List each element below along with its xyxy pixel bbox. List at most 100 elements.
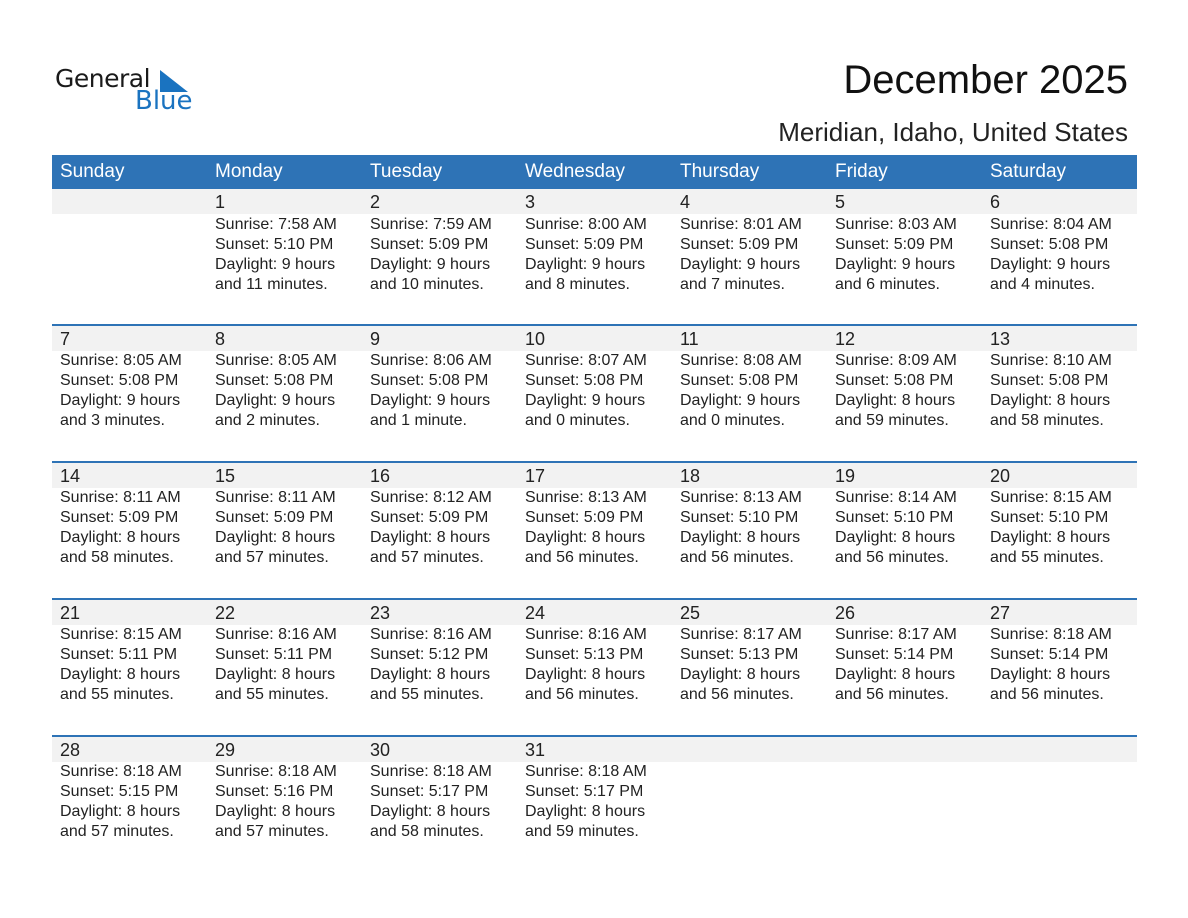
sunrise-text: Sunrise: 8:06 AM [370, 352, 492, 369]
sunset-text: Sunset: 5:09 PM [680, 236, 799, 253]
day-number: 12 [835, 329, 856, 349]
weekday-friday: Friday [835, 161, 888, 182]
sunrise-text: Sunrise: 8:13 AM [525, 489, 647, 506]
sunset-text: Sunset: 5:10 PM [680, 509, 799, 526]
sunrise-text: Sunrise: 8:10 AM [990, 352, 1112, 369]
daylight-text: Daylight: 9 hours [215, 256, 336, 273]
day-cell: 3 Sunrise: 8:00 AM Sunset: 5:09 PM Daylight… [517, 189, 672, 295]
sunset-text: Sunset: 5:09 PM [215, 509, 334, 526]
daylight-text: Daylight: 9 hours [370, 256, 491, 273]
sunrise-text: Sunrise: 8:15 AM [990, 489, 1112, 506]
daylight-text: Daylight: 9 hours [835, 256, 956, 273]
date-band [52, 600, 1137, 625]
sunset-text: Sunset: 5:13 PM [525, 646, 644, 663]
day-number: 19 [835, 466, 856, 486]
sunset-text: Sunset: 5:13 PM [680, 646, 799, 663]
daylight-minutes-text: and 57 minutes. [60, 823, 174, 840]
day-cell: 11 Sunrise: 8:08 AM Sunset: 5:08 PM Dayligh… [672, 326, 827, 431]
logo-text-general: General [55, 64, 151, 93]
sunrise-text: Sunrise: 8:18 AM [370, 763, 492, 780]
daylight-text: Daylight: 9 hours [680, 256, 801, 273]
weekday-sunday: Sunday [60, 161, 125, 182]
daylight-text: Daylight: 8 hours [835, 392, 956, 409]
day-number: 10 [525, 329, 546, 349]
day-cell: 4 Sunrise: 8:01 AM Sunset: 5:09 PM Daylight… [672, 189, 827, 295]
weekday-tuesday: Tuesday [370, 161, 443, 182]
daylight-text: Daylight: 8 hours [990, 529, 1111, 546]
day-number: 15 [215, 466, 236, 486]
date-band [52, 463, 1137, 488]
daylight-text: Daylight: 9 hours [680, 392, 801, 409]
day-cell: 6 Sunrise: 8:04 AM Sunset: 5:08 PM Daylight… [982, 189, 1137, 295]
page-title: December 2025 [843, 58, 1128, 102]
daylight-minutes-text: and 10 minutes. [370, 276, 484, 293]
day-number: 1 [215, 192, 226, 212]
daylight-minutes-text: and 8 minutes. [525, 276, 630, 293]
daylight-minutes-text: and 58 minutes. [990, 412, 1104, 429]
logo-text-blue: Blue [135, 86, 193, 116]
sunrise-text: Sunrise: 8:18 AM [990, 626, 1112, 643]
day-number: 18 [680, 466, 701, 486]
daylight-minutes-text: and 55 minutes. [990, 549, 1104, 566]
day-number: 4 [680, 192, 691, 212]
day-number: 25 [680, 603, 701, 623]
calendar-week: 21 Sunrise: 8:15 AM Sunset: 5:11 PM Dayligh… [52, 598, 1137, 735]
day-cell: 9 Sunrise: 8:06 AM Sunset: 5:08 PM Daylight… [362, 326, 517, 431]
daylight-text: Daylight: 9 hours [525, 256, 646, 273]
day-number: 23 [370, 603, 391, 623]
daylight-minutes-text: and 56 minutes. [835, 686, 949, 703]
sunrise-text: Sunrise: 8:16 AM [525, 626, 647, 643]
day-number: 8 [215, 329, 226, 349]
daylight-text: Daylight: 8 hours [215, 529, 336, 546]
daylight-text: Daylight: 9 hours [990, 256, 1111, 273]
empty-day-cell [982, 737, 1137, 842]
sunrise-text: Sunrise: 8:12 AM [370, 489, 492, 506]
day-cell: 14 Sunrise: 8:11 AM Sunset: 5:09 PM Dayligh… [52, 463, 207, 568]
day-number: 13 [990, 329, 1011, 349]
daylight-minutes-text: and 56 minutes. [990, 686, 1104, 703]
daylight-text: Daylight: 8 hours [60, 529, 181, 546]
day-number: 22 [215, 603, 236, 623]
daylight-text: Daylight: 9 hours [525, 392, 646, 409]
empty-day-cell [827, 737, 982, 842]
daylight-text: Daylight: 8 hours [835, 529, 956, 546]
sunrise-text: Sunrise: 8:09 AM [835, 352, 957, 369]
sunrise-text: Sunrise: 8:05 AM [215, 352, 337, 369]
day-cell: 15 Sunrise: 8:11 AM Sunset: 5:09 PM Dayligh… [207, 463, 362, 568]
day-cell: 16 Sunrise: 8:12 AM Sunset: 5:09 PM Dayligh… [362, 463, 517, 568]
daylight-minutes-text: and 56 minutes. [525, 686, 639, 703]
sunrise-text: Sunrise: 8:18 AM [525, 763, 647, 780]
sunset-text: Sunset: 5:10 PM [990, 509, 1109, 526]
sunrise-text: Sunrise: 8:14 AM [835, 489, 957, 506]
calendar-week: 7 Sunrise: 8:05 AM Sunset: 5:08 PM Daylight… [52, 324, 1137, 461]
day-number: 26 [835, 603, 856, 623]
daylight-text: Daylight: 9 hours [60, 392, 181, 409]
daylight-text: Daylight: 8 hours [990, 392, 1111, 409]
sunrise-text: Sunrise: 8:01 AM [680, 216, 802, 233]
sunrise-text: Sunrise: 8:11 AM [60, 489, 181, 506]
weekday-header: Sunday Monday Tuesday Wednesday Thursday Frid… [52, 155, 1137, 189]
sunset-text: Sunset: 5:09 PM [60, 509, 179, 526]
day-number: 27 [990, 603, 1011, 623]
day-cell: 2 Sunrise: 7:59 AM Sunset: 5:09 PM Daylight… [362, 189, 517, 295]
location-subtitle: Meridian, Idaho, United States [778, 117, 1128, 147]
calendar-week: 14 Sunrise: 8:11 AM Sunset: 5:09 PM Dayligh… [52, 461, 1137, 598]
daylight-minutes-text: and 2 minutes. [215, 412, 320, 429]
sunset-text: Sunset: 5:14 PM [835, 646, 954, 663]
sunset-text: Sunset: 5:09 PM [370, 509, 489, 526]
day-cell: 7 Sunrise: 8:05 AM Sunset: 5:08 PM Daylight… [52, 326, 207, 431]
calendar-week: 1 Sunrise: 7:58 AM Sunset: 5:10 PM Daylight… [52, 189, 1137, 324]
sunrise-text: Sunrise: 8:16 AM [215, 626, 337, 643]
date-band [52, 189, 1137, 214]
daylight-text: Daylight: 8 hours [370, 803, 491, 820]
day-number: 30 [370, 740, 391, 760]
daylight-minutes-text: and 57 minutes. [215, 549, 329, 566]
sunset-text: Sunset: 5:17 PM [525, 783, 644, 800]
sunrise-text: Sunrise: 8:17 AM [680, 626, 802, 643]
day-number: 6 [990, 192, 1001, 212]
calendar-grid: Sunday Monday Tuesday Wednesday Thursday Frid… [52, 155, 1137, 872]
daylight-minutes-text: and 59 minutes. [525, 823, 639, 840]
day-cell: 23 Sunrise: 8:16 AM Sunset: 5:12 PM Dayligh… [362, 600, 517, 705]
daylight-text: Daylight: 8 hours [60, 803, 181, 820]
day-cell: 30 Sunrise: 8:18 AM Sunset: 5:17 PM Dayligh… [362, 737, 517, 842]
